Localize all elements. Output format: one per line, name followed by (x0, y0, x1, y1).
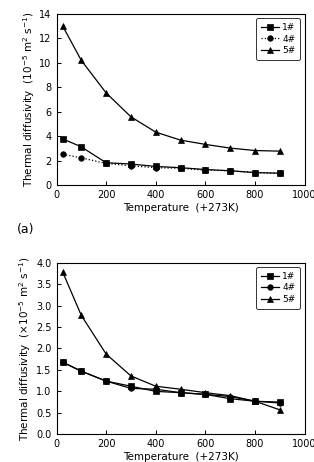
4# (179, 390, 182, 395)
4# (278, 170, 282, 176)
Legend: 1#, 4#, 5#: 1#, 4#, 5# (256, 18, 300, 60)
4# (154, 165, 158, 170)
Line: 5#: 5# (60, 269, 283, 413)
5# (104, 90, 108, 96)
1# (61, 136, 65, 142)
5# (129, 114, 133, 120)
5# (278, 148, 282, 154)
5# (203, 142, 207, 147)
1# (129, 161, 133, 167)
5# (79, 58, 83, 63)
5# (253, 398, 257, 404)
X-axis label: Temperature  (+273K): Temperature (+273K) (123, 203, 238, 213)
5# (61, 269, 65, 275)
4# (228, 168, 232, 174)
5# (61, 24, 65, 29)
1# (104, 160, 108, 165)
Y-axis label: Thermal diffusivity  $(10^{-5}$ m$^2$ s$^{-1})$: Thermal diffusivity $(10^{-5}$ m$^2$ s$^… (21, 12, 36, 188)
1# (228, 396, 232, 401)
Line: 5#: 5# (60, 24, 283, 154)
5# (129, 373, 133, 379)
Y-axis label: Thermal diffusivity  $({\times}10^{-5}$ m$^2$ s$^{-1})$: Thermal diffusivity $({\times}10^{-5}$ m… (18, 256, 33, 441)
Legend: 1#, 4#, 5#: 1#, 4#, 5# (256, 267, 300, 309)
1# (203, 167, 207, 172)
4# (61, 152, 65, 157)
4# (154, 386, 158, 392)
4# (104, 161, 108, 166)
X-axis label: Temperature  (+273K): Temperature (+273K) (123, 452, 238, 462)
1# (179, 390, 182, 395)
4# (203, 392, 207, 397)
Line: 1#: 1# (60, 136, 283, 176)
5# (228, 393, 232, 398)
5# (253, 148, 257, 153)
1# (179, 165, 182, 170)
1# (79, 144, 83, 150)
4# (179, 165, 182, 171)
Line: 4#: 4# (60, 152, 283, 176)
1# (278, 170, 282, 176)
1# (154, 389, 158, 394)
4# (253, 398, 257, 404)
1# (253, 170, 257, 176)
5# (179, 137, 182, 143)
Text: (a): (a) (17, 223, 34, 236)
1# (154, 164, 158, 169)
1# (104, 378, 108, 384)
5# (203, 390, 207, 395)
1# (228, 168, 232, 174)
4# (129, 163, 133, 169)
5# (278, 407, 282, 413)
4# (104, 378, 108, 384)
5# (154, 129, 158, 135)
1# (253, 398, 257, 404)
1# (129, 383, 133, 389)
Line: 4#: 4# (60, 359, 283, 406)
5# (104, 351, 108, 357)
1# (79, 369, 83, 374)
4# (79, 369, 83, 374)
4# (203, 167, 207, 173)
5# (228, 146, 232, 151)
5# (79, 313, 83, 318)
1# (61, 359, 65, 365)
4# (253, 170, 257, 176)
1# (203, 392, 207, 397)
Line: 1#: 1# (60, 359, 283, 405)
4# (61, 359, 65, 365)
4# (79, 155, 83, 161)
4# (278, 400, 282, 406)
5# (154, 383, 158, 389)
1# (278, 399, 282, 405)
4# (129, 386, 133, 391)
5# (179, 386, 182, 392)
4# (228, 394, 232, 399)
